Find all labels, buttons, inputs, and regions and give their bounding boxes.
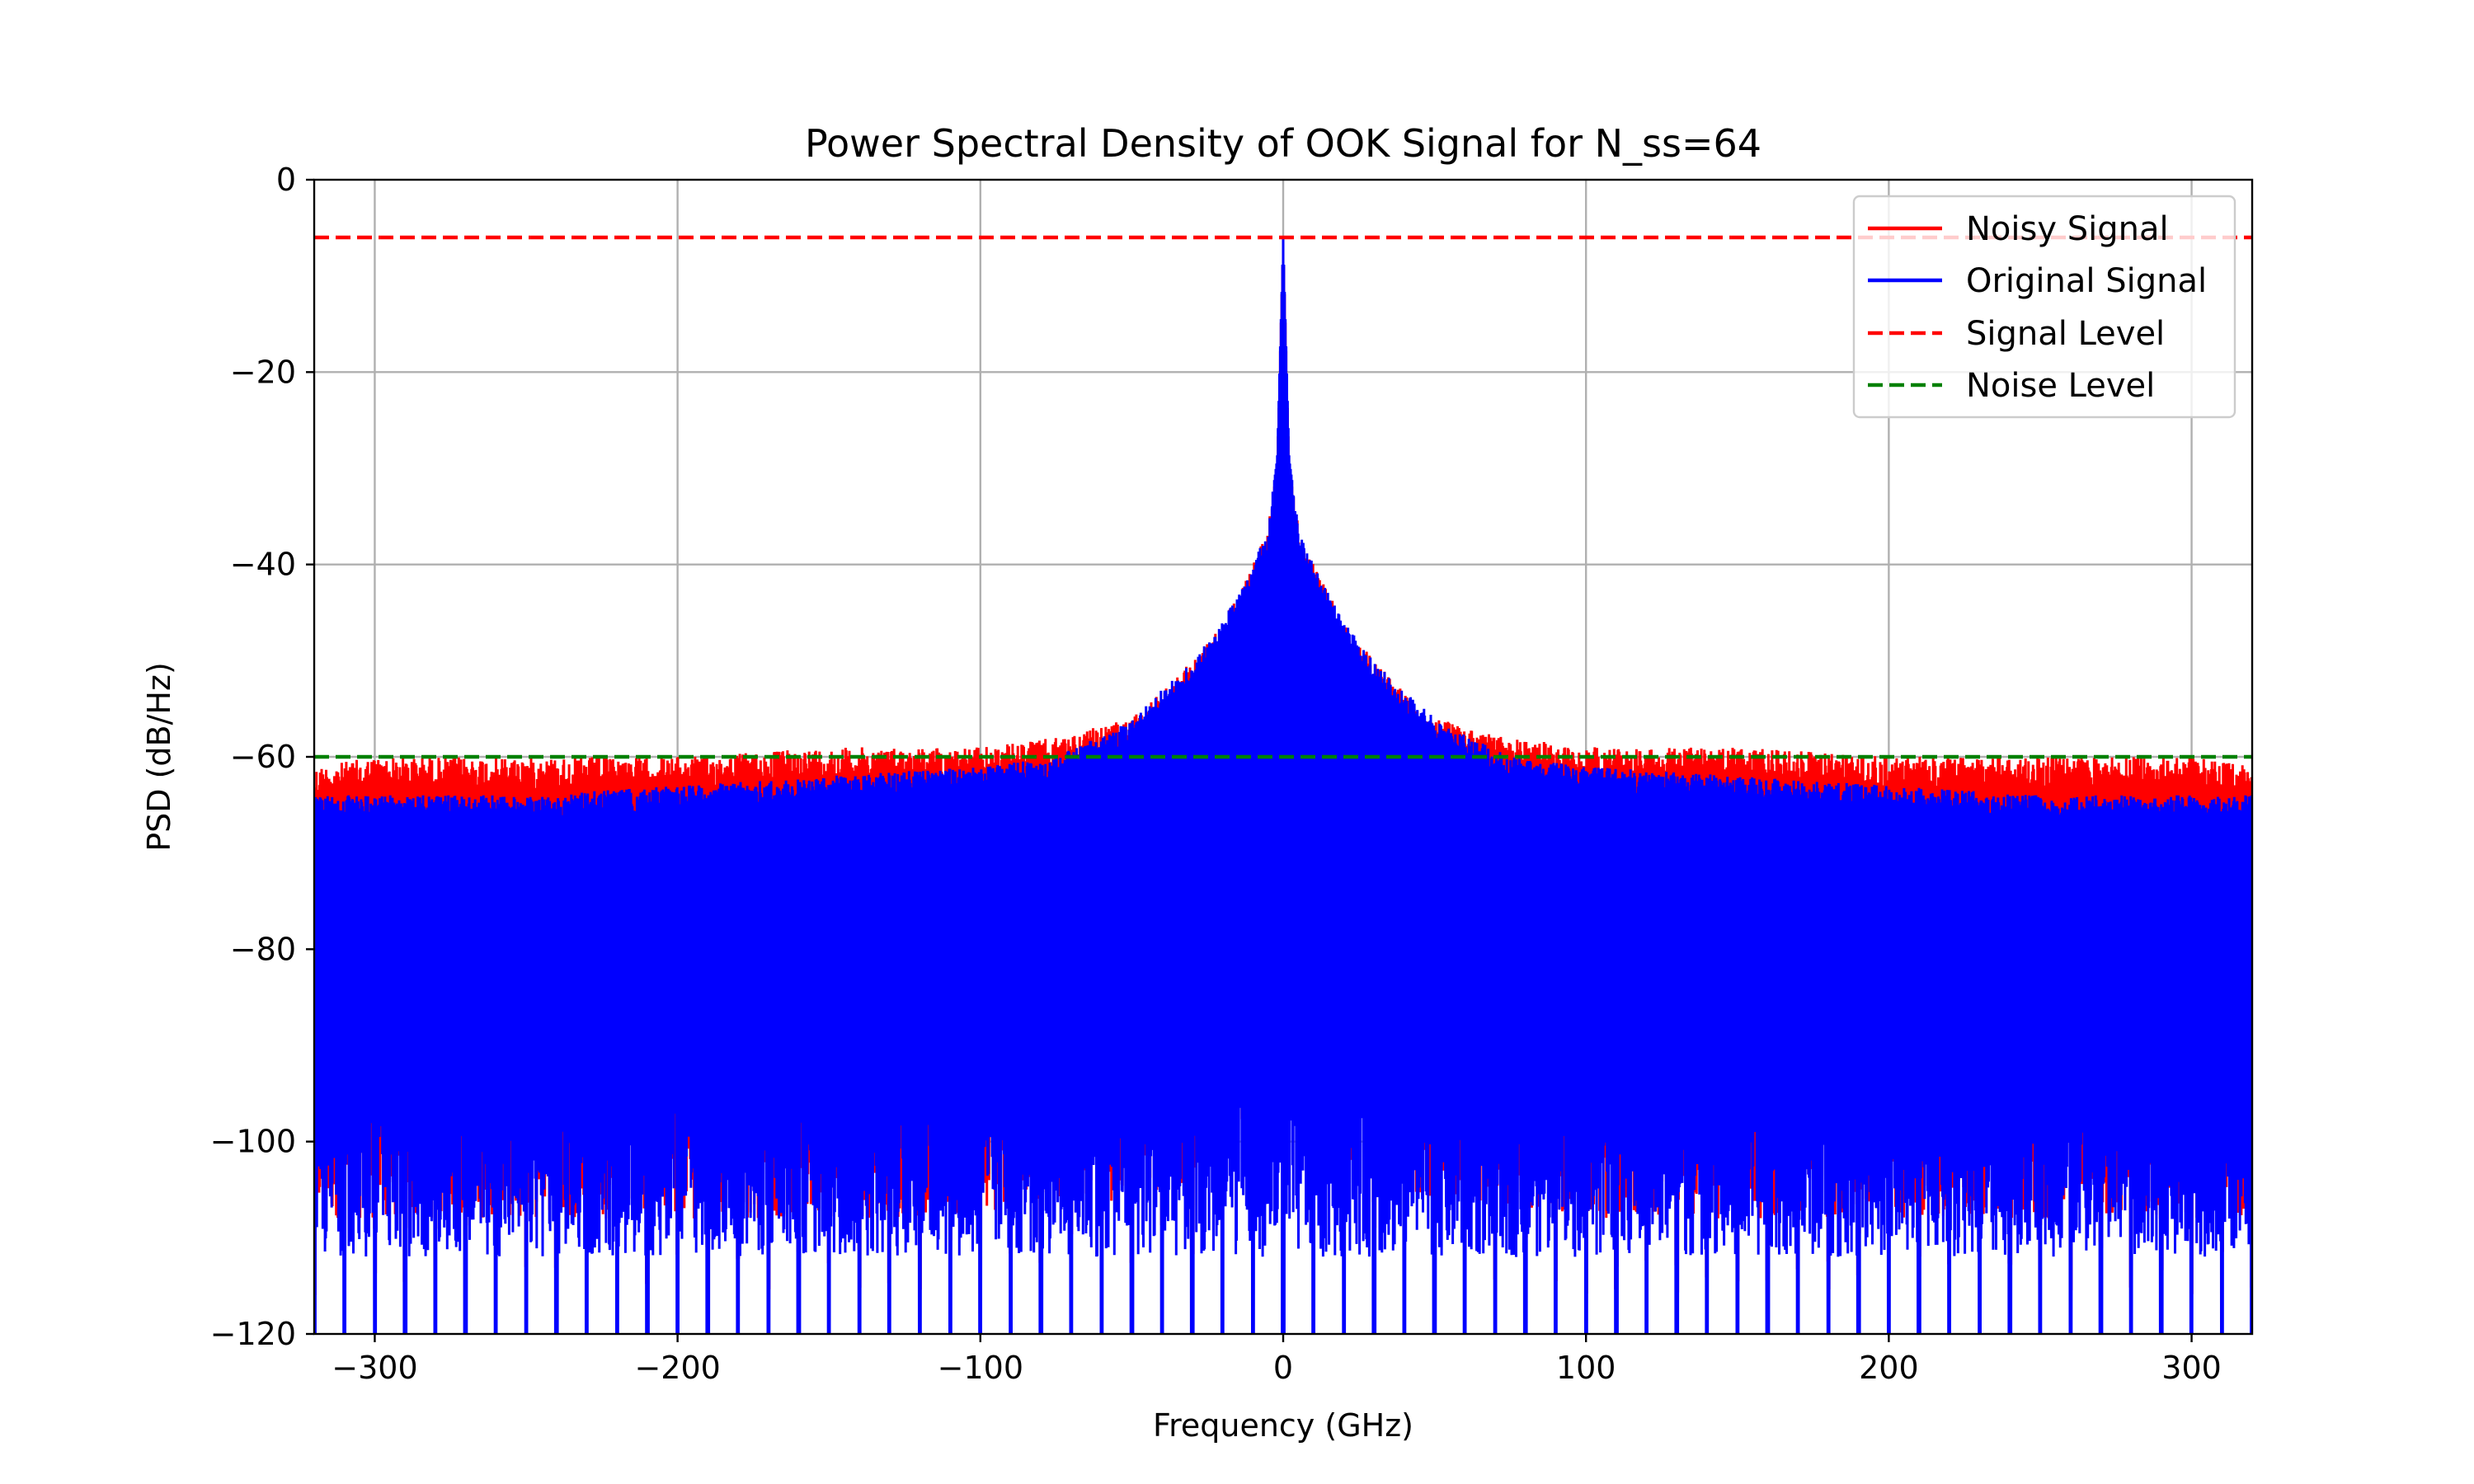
- y-tick-label: −60: [230, 739, 296, 775]
- x-tick-label: 100: [1556, 1350, 1616, 1386]
- legend-label-noise-level: Noise Level: [1966, 367, 2155, 405]
- chart-title: Power Spectral Density of OOK Signal for…: [805, 121, 1761, 166]
- y-tick-label: −40: [230, 547, 296, 583]
- x-tick-label: 0: [1273, 1350, 1293, 1386]
- legend-box: [1852, 195, 2236, 419]
- y-tick-label: −20: [230, 354, 296, 390]
- y-tick-label: −100: [210, 1124, 296, 1160]
- x-tick-label: 200: [1859, 1350, 1919, 1386]
- x-axis-label: Frequency (GHz): [1153, 1407, 1413, 1444]
- y-tick-label: 0: [276, 162, 296, 198]
- legend-label-noisy-signal: Noisy Signal: [1966, 210, 2169, 248]
- legend-label-original-signal: Original Signal: [1966, 262, 2207, 300]
- y-tick-label: −120: [210, 1316, 296, 1352]
- x-tick-label: −300: [332, 1350, 417, 1386]
- y-tick-label: −80: [230, 931, 296, 967]
- y-axis-label: PSD (dB/Hz): [141, 662, 177, 852]
- x-tick-label: −100: [938, 1350, 1023, 1386]
- x-tick-label: 300: [2161, 1350, 2222, 1386]
- legend-label-signal-level: Signal Level: [1966, 315, 2165, 353]
- legend: Noisy Signal Original Signal Signal Leve…: [1852, 195, 2236, 419]
- x-tick-label: −200: [634, 1350, 720, 1386]
- y-axis-ticks: 0 −20 −40 −60 −80 −100 −120: [210, 162, 314, 1352]
- x-axis-ticks: −300 −200 −100 0 100 200 300: [332, 1334, 2222, 1386]
